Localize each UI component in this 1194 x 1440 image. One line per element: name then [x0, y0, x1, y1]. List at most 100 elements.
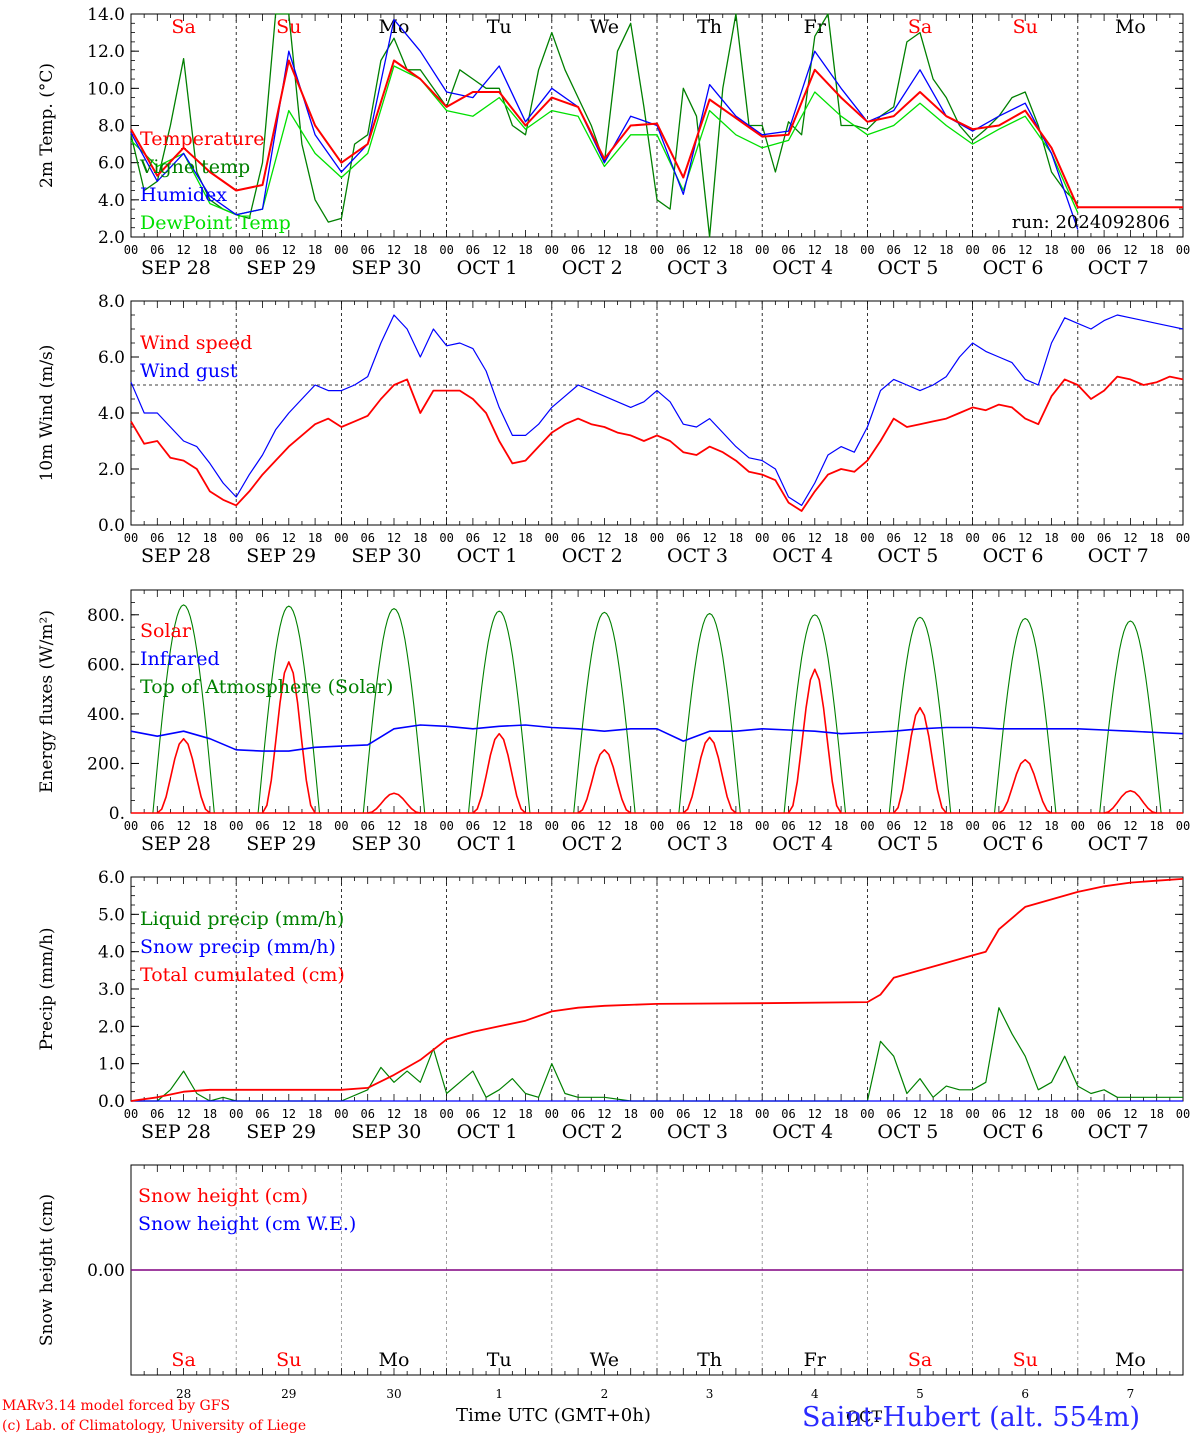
- y-tick-label: 400.: [87, 705, 125, 725]
- day-number-label: 1: [495, 1387, 503, 1401]
- hour-tick-label: 06: [886, 1107, 900, 1121]
- hour-tick-label: 06: [255, 531, 269, 545]
- model-credit: MARv3.14 model forced by GFS: [2, 1398, 231, 1414]
- hour-tick-label: 12: [282, 819, 296, 833]
- hour-tick-label: 18: [1149, 1107, 1163, 1121]
- date-label: SEP 29: [246, 545, 316, 567]
- weekday-label: We: [590, 1349, 619, 1371]
- hour-tick-label: 12: [808, 531, 822, 545]
- hour-tick-label: 06: [571, 531, 585, 545]
- hour-tick-label: 00: [755, 531, 769, 545]
- legend-entry: Total cumulated (cm): [140, 964, 345, 986]
- hour-tick-label: 12: [1123, 819, 1137, 833]
- date-label: OCT 6: [983, 257, 1044, 279]
- panel-3-frame: [130, 589, 1184, 814]
- hour-tick-label: 12: [597, 819, 611, 833]
- hour-tick-label: 00: [1071, 819, 1085, 833]
- hour-tick-label: 06: [360, 1107, 374, 1121]
- hour-tick-label: 00: [334, 1107, 348, 1121]
- hour-tick-label: 12: [808, 243, 822, 257]
- hour-tick-label: 00: [545, 819, 559, 833]
- hour-tick-label: 12: [282, 243, 296, 257]
- hour-tick-label: 18: [1044, 1107, 1058, 1121]
- hour-tick-label: 18: [623, 243, 637, 257]
- hour-tick-label: 00: [860, 243, 874, 257]
- hour-tick-label: 12: [387, 531, 401, 545]
- date-label: OCT 4: [772, 833, 833, 855]
- hour-tick-label: 18: [518, 819, 532, 833]
- y-tick-label: 8.0: [98, 117, 125, 137]
- lab-credit: (c) Lab. of Climatology, University of L…: [2, 1418, 307, 1434]
- hour-tick-label: 12: [1123, 243, 1137, 257]
- hour-tick-label: 00: [965, 1107, 979, 1121]
- y-tick-label: 600.: [87, 655, 125, 675]
- date-label: SEP 30: [351, 833, 421, 855]
- hour-tick-label: 18: [203, 531, 217, 545]
- date-label: OCT 7: [1088, 1121, 1149, 1143]
- hour-tick-label: 06: [992, 819, 1006, 833]
- y-tick-label: 14.0: [87, 5, 125, 25]
- series-toa-solar: [362, 608, 426, 814]
- hour-tick-label: 00: [229, 819, 243, 833]
- hour-tick-label: 00: [1071, 243, 1085, 257]
- day-number-label: 6: [1021, 1387, 1029, 1401]
- y-tick-label: 2.0: [98, 460, 125, 480]
- hour-tick-label: 06: [571, 1107, 585, 1121]
- hour-tick-label: 12: [597, 1107, 611, 1121]
- date-label: OCT 2: [562, 1121, 623, 1143]
- hour-tick-label: 18: [1149, 243, 1163, 257]
- hour-tick-label: 06: [992, 1107, 1006, 1121]
- hour-tick-label: 12: [387, 243, 401, 257]
- legend-entry: Solar: [140, 620, 192, 642]
- x-axis-label: Time UTC (GMT+0h): [456, 1405, 651, 1426]
- hour-tick-label: 12: [282, 531, 296, 545]
- hour-tick-label: 12: [176, 243, 190, 257]
- y-axis-label: Energy fluxes (W/m²): [37, 610, 57, 793]
- hour-tick-label: 00: [650, 819, 664, 833]
- weekday-label: Mo: [1115, 16, 1146, 38]
- hour-tick-label: 12: [702, 1107, 716, 1121]
- hour-tick-label: 18: [1044, 531, 1058, 545]
- date-label: OCT 1: [457, 1121, 518, 1143]
- weekday-label: Th: [697, 16, 722, 38]
- date-label: OCT 6: [983, 1121, 1044, 1143]
- hour-tick-label: 18: [939, 531, 953, 545]
- hour-tick-label: 18: [413, 819, 427, 833]
- hour-tick-label: 00: [545, 243, 559, 257]
- series-solar: [577, 748, 632, 814]
- series-solar: [156, 737, 211, 814]
- hour-tick-label: 00: [965, 819, 979, 833]
- hour-tick-label: 00: [439, 1107, 453, 1121]
- weekday-label: Fr: [804, 1349, 827, 1371]
- hour-tick-label: 12: [1018, 819, 1032, 833]
- date-label: OCT 4: [772, 257, 833, 279]
- date-label: OCT 6: [983, 833, 1044, 855]
- hour-tick-label: 06: [150, 819, 164, 833]
- hour-tick-label: 06: [466, 1107, 480, 1121]
- month-overlay: OCT: [846, 1407, 883, 1426]
- date-label: SEP 30: [351, 257, 421, 279]
- hour-tick-label: 06: [150, 243, 164, 257]
- hour-tick-label: 12: [1018, 243, 1032, 257]
- hour-tick-label: 06: [1097, 819, 1111, 833]
- hour-tick-label: 18: [729, 819, 743, 833]
- weekday-label: Tu: [487, 1349, 512, 1371]
- weekday-label: Fr: [804, 16, 827, 38]
- date-label: OCT 7: [1088, 833, 1149, 855]
- hour-tick-label: 06: [466, 819, 480, 833]
- hour-tick-label: 06: [360, 243, 374, 257]
- hour-tick-label: 00: [334, 819, 348, 833]
- y-tick-label: 0.: [109, 804, 125, 824]
- weekday-label: Sa: [171, 16, 195, 38]
- hour-tick-label: 12: [387, 1107, 401, 1121]
- hour-tick-label: 12: [1018, 1107, 1032, 1121]
- y-tick-label: 6.0: [98, 868, 125, 888]
- hour-tick-label: 12: [492, 1107, 506, 1121]
- hour-tick-label: 18: [1149, 819, 1163, 833]
- weekday-label: Sa: [908, 1349, 932, 1371]
- hour-tick-label: 12: [282, 1107, 296, 1121]
- series-wind-speed: [130, 375, 1184, 512]
- hour-tick-label: 18: [939, 1107, 953, 1121]
- weekday-label: Mo: [1115, 1349, 1146, 1371]
- weekday-label: Mo: [379, 1349, 410, 1371]
